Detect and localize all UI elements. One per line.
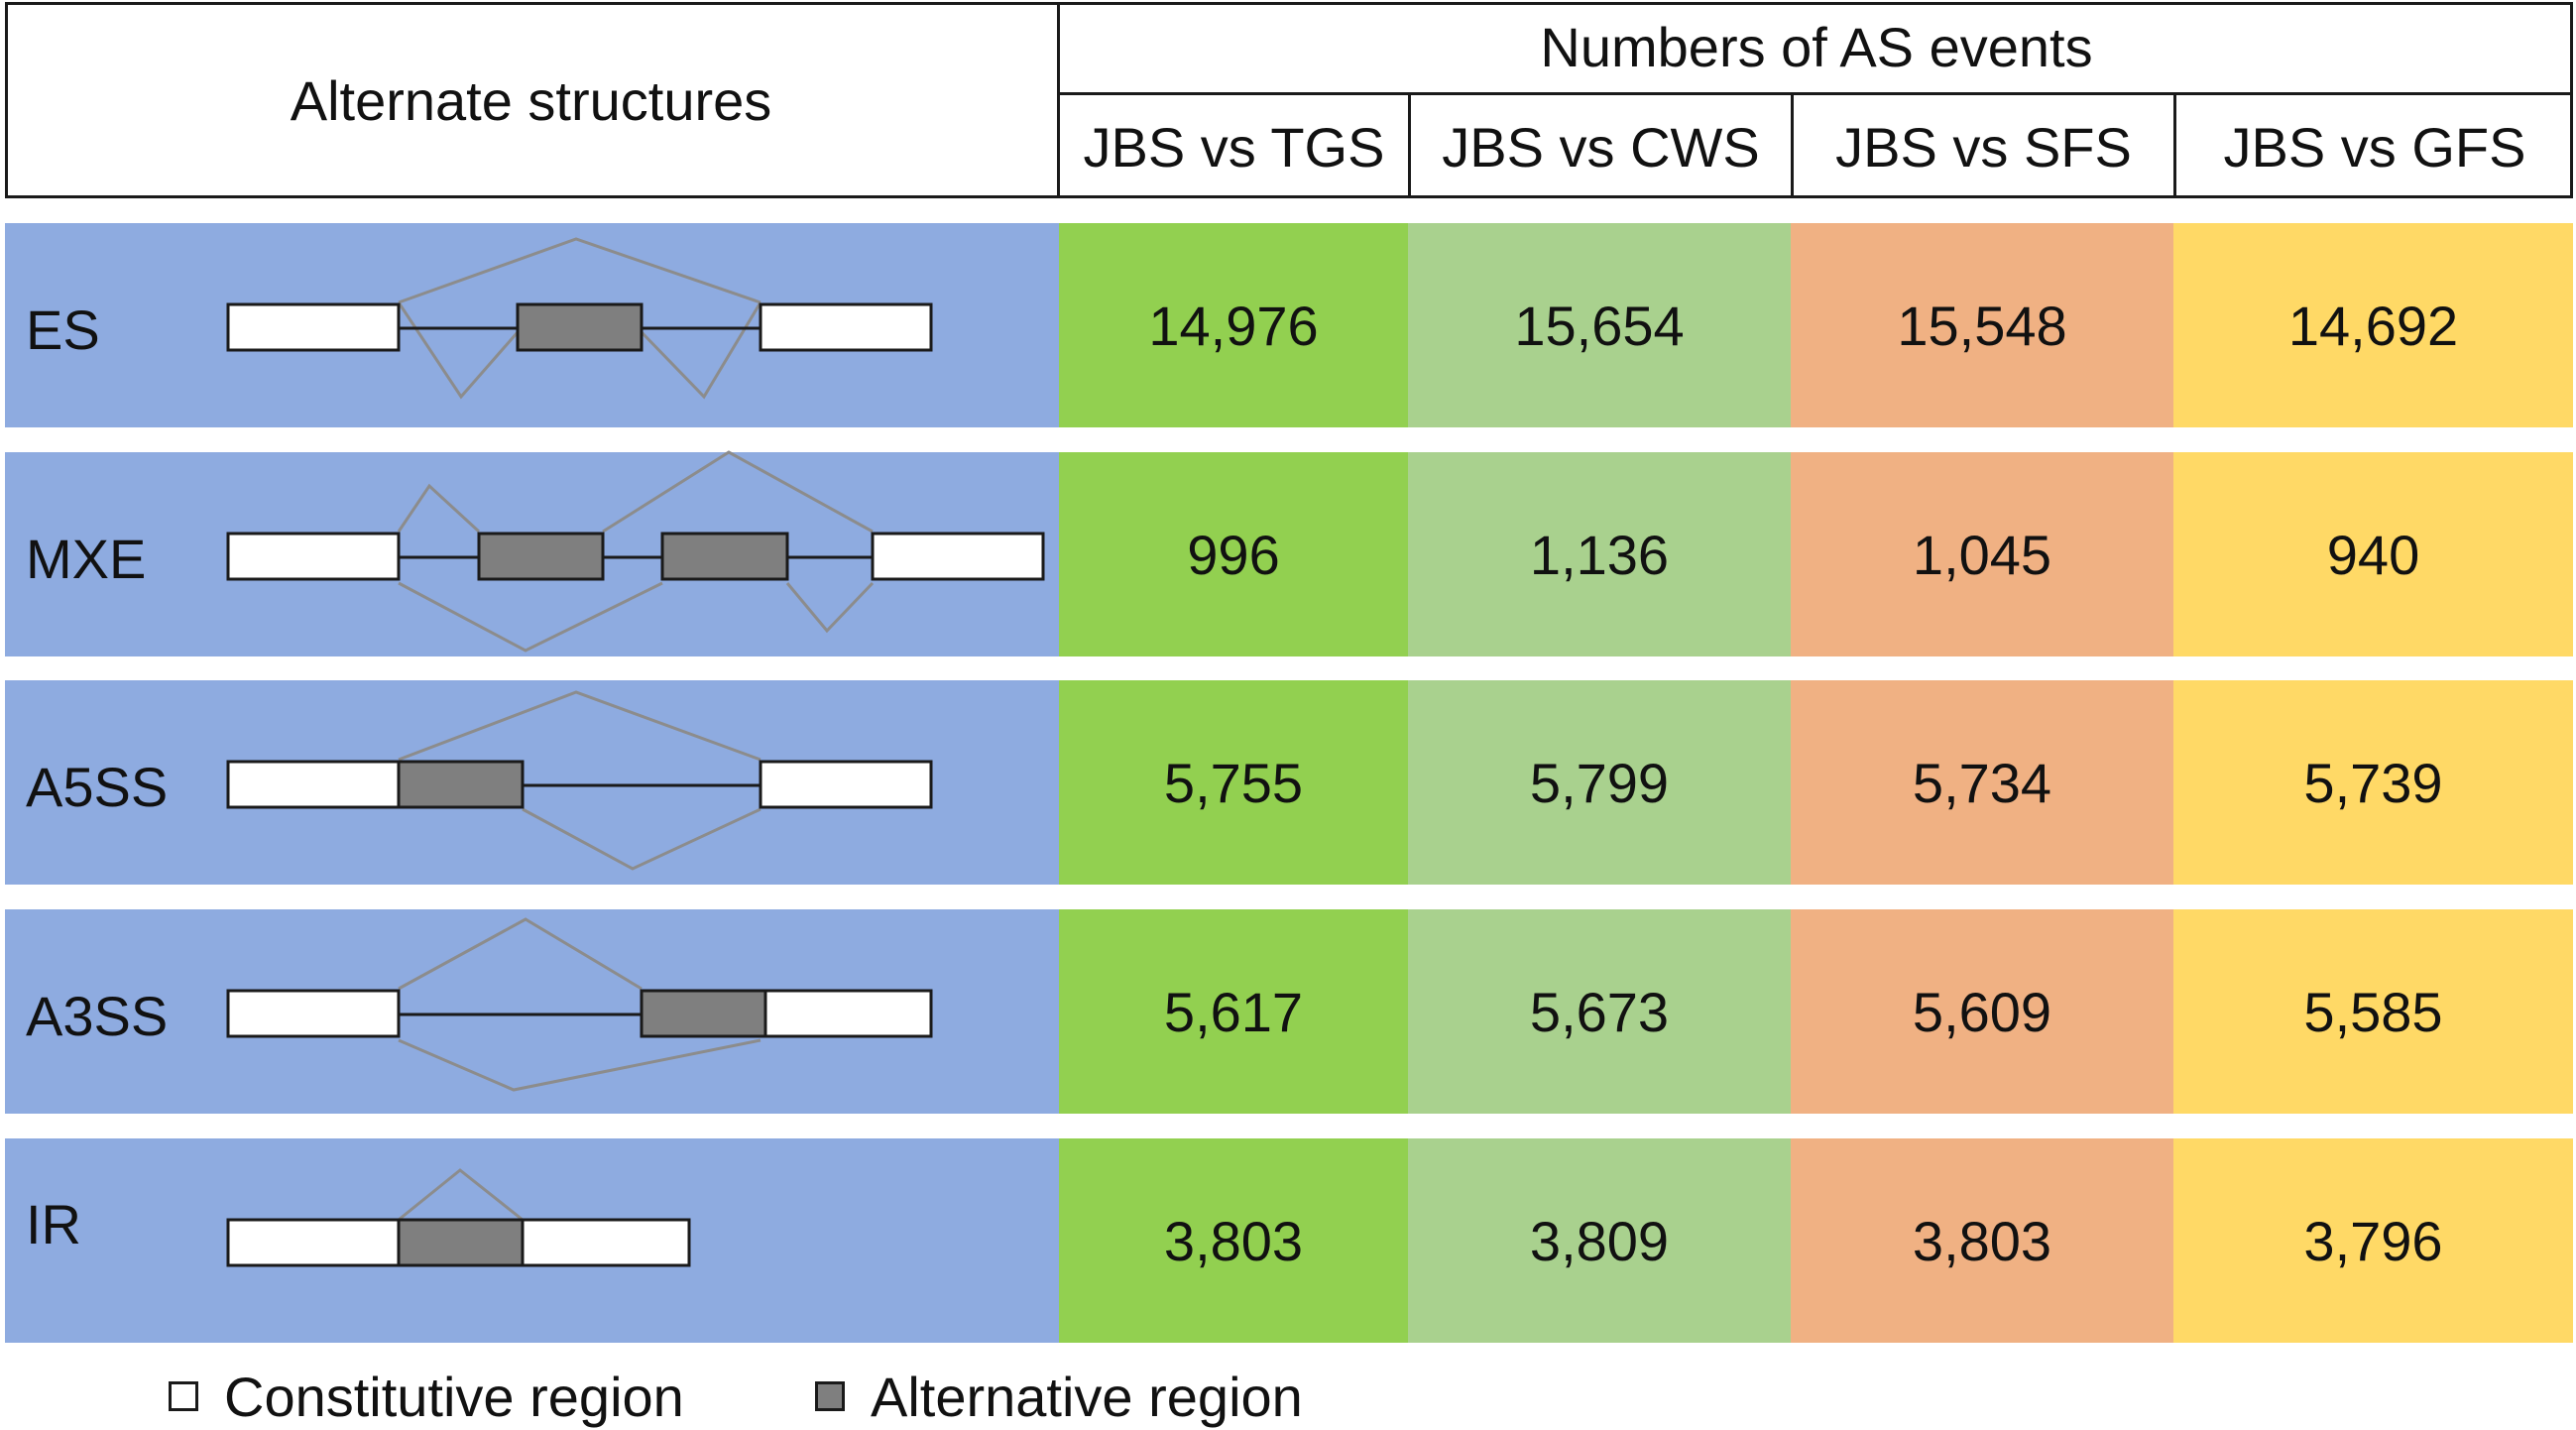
constitutive-exon xyxy=(226,1218,401,1267)
skipping-junction-line xyxy=(640,301,762,400)
es-sfs-value: 15,548 xyxy=(1791,223,2173,427)
a5ss-structure-diagram xyxy=(226,690,933,871)
table-header xyxy=(5,2,2573,198)
retained-intron xyxy=(397,1218,525,1267)
ir-gfs-value: 3,796 xyxy=(2173,1138,2573,1343)
column-heading-sfs: JBS vs SFS xyxy=(1835,115,2132,179)
a5ss-cws-value: 5,799 xyxy=(1408,680,1791,885)
es-tgs-value: 14,976 xyxy=(1059,223,1408,427)
constitutive-exon xyxy=(226,760,401,809)
junction-line xyxy=(398,1038,761,1092)
mxe-sfs-value: 1,045 xyxy=(1791,452,2173,656)
row-label-a3ss: A3SS xyxy=(26,985,169,1047)
ir-tgs-value: 3,803 xyxy=(1059,1138,1408,1343)
junction-line xyxy=(398,917,643,991)
header-divider xyxy=(1057,2,1060,198)
alternative-exon xyxy=(516,302,644,352)
a5ss-sfs-value: 5,734 xyxy=(1791,680,2173,885)
column-heading-tgs: JBS vs TGS xyxy=(1083,115,1385,179)
a3ss-cws-value: 5,673 xyxy=(1408,909,1791,1114)
constitutive-exon xyxy=(226,532,401,581)
constitutive-exon xyxy=(763,989,933,1038)
ir-cws-value: 3,809 xyxy=(1408,1138,1791,1343)
header-column-divider xyxy=(2173,92,2176,198)
constitutive-exon xyxy=(226,302,401,352)
alternate-structures-heading: Alternate structures xyxy=(290,68,772,132)
constitutive-exon xyxy=(871,532,1045,581)
ir-structure-diagram xyxy=(226,1168,691,1267)
header-column-divider xyxy=(1408,92,1411,198)
junction-line xyxy=(602,450,874,534)
a5ss-gfs-value: 5,739 xyxy=(2173,680,2573,885)
alternative-exon xyxy=(477,532,605,581)
inclusion-junction-line xyxy=(398,237,761,304)
junction-line xyxy=(397,483,481,534)
row-label-a5ss: A5SS xyxy=(26,756,169,818)
header-column-divider xyxy=(1791,92,1794,198)
row-label-mxe: MXE xyxy=(26,528,147,590)
mxe-tgs-value: 996 xyxy=(1059,452,1408,656)
a5ss-tgs-value: 5,755 xyxy=(1059,680,1408,885)
header-subdivider xyxy=(1057,92,2573,95)
constitutive-exon xyxy=(521,1218,691,1267)
skipping-junction-line xyxy=(397,301,520,400)
row-label-es: ES xyxy=(26,298,100,361)
alternative-legend-swatch xyxy=(815,1381,845,1411)
row-label-ir: IR xyxy=(26,1193,81,1255)
as-events-heading: Numbers of AS events xyxy=(1540,16,2093,78)
constitutive-exon xyxy=(759,760,933,809)
a3ss-tgs-value: 5,617 xyxy=(1059,909,1408,1114)
column-heading-cws: JBS vs CWS xyxy=(1442,115,1760,179)
constitutive-exon xyxy=(226,989,401,1038)
ir-sfs-value: 3,803 xyxy=(1791,1138,2173,1343)
es-gfs-value: 14,692 xyxy=(2173,223,2573,427)
constitutive-legend-swatch xyxy=(169,1381,198,1411)
constitutive-legend-label: Constitutive region xyxy=(224,1366,684,1428)
constitutive-exon xyxy=(759,302,933,352)
a3ss-gfs-value: 5,585 xyxy=(2173,909,2573,1114)
es-structure-diagram xyxy=(226,237,933,400)
column-heading-gfs: JBS vs GFS xyxy=(2223,115,2526,179)
mxe-structure-diagram xyxy=(226,450,1045,653)
junction-line xyxy=(785,581,875,634)
es-cws-value: 15,654 xyxy=(1408,223,1791,427)
a3ss-structure-diagram xyxy=(226,917,933,1092)
junction-line xyxy=(398,1168,524,1222)
junction-line xyxy=(522,807,761,871)
junction-line xyxy=(398,690,761,762)
a3ss-sfs-value: 5,609 xyxy=(1791,909,2173,1114)
alternative-region xyxy=(640,989,767,1038)
alternative-region xyxy=(397,760,525,809)
mxe-cws-value: 1,136 xyxy=(1408,452,1791,656)
junction-line xyxy=(398,581,663,653)
alternative-exon xyxy=(660,532,789,581)
mxe-gfs-value: 940 xyxy=(2173,452,2573,656)
alternative-legend-label: Alternative region xyxy=(871,1366,1303,1428)
